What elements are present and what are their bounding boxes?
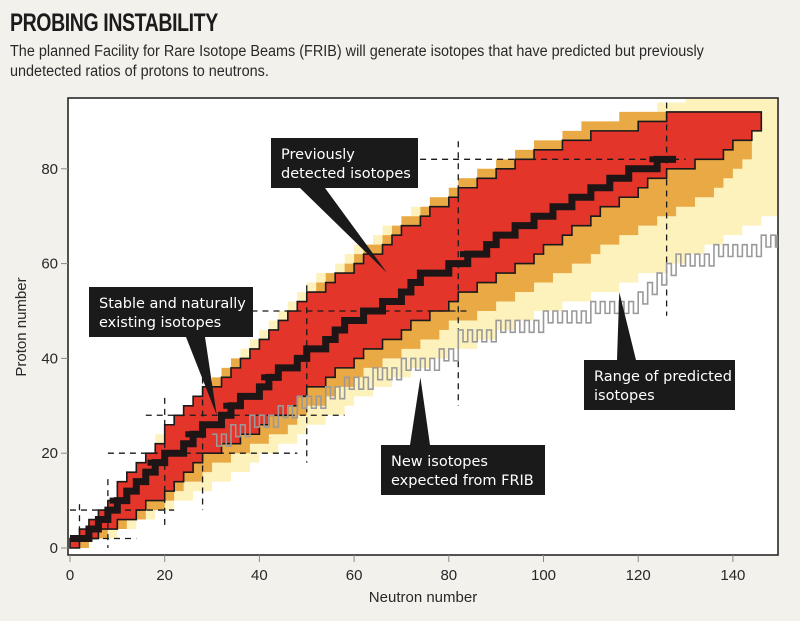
y-tick-label: 20 (41, 445, 58, 462)
stable-isotope-point (611, 175, 618, 182)
y-tick-label: 40 (41, 350, 58, 367)
callout-text: expected from FRIB (391, 473, 534, 489)
x-tick-label: 60 (346, 567, 363, 584)
stable-isotope-point (109, 497, 116, 504)
stable-isotope-point (602, 184, 609, 191)
stable-isotope-point (270, 374, 277, 381)
y-axis-label: Proton number (13, 277, 30, 376)
x-axis-label: Neutron number (369, 589, 477, 606)
callout-previously-detected: Previously detected isotopes (271, 138, 418, 274)
callout-pointer (617, 292, 636, 360)
chart-title: PROBING INSTABILITY (10, 9, 218, 37)
stable-isotope-point (422, 270, 429, 277)
callout-text: Stable and naturally (99, 296, 246, 312)
y-tick-label: 80 (41, 161, 58, 178)
x-tick-label: 100 (531, 567, 556, 584)
callout-frib-new: New isotopes expected from FRIB (381, 377, 545, 495)
stable-isotope-point (384, 298, 391, 305)
callout-text: New isotopes (391, 454, 488, 470)
stable-isotope-point (156, 459, 163, 466)
stable-isotope-point (194, 431, 201, 438)
stable-isotope-point (450, 260, 457, 267)
x-tick-label: 140 (720, 567, 745, 584)
x-tick-label: 120 (626, 567, 651, 584)
callout-text: detected isotopes (281, 166, 411, 182)
callout-text: isotopes (594, 388, 655, 404)
x-tick-label: 80 (440, 567, 457, 584)
stable-isotope-point (649, 156, 656, 163)
stable-isotope-point (308, 345, 315, 352)
stable-isotope-point (412, 279, 419, 286)
stable-isotope-point (299, 355, 306, 362)
stable-isotope-point (232, 402, 239, 409)
stable-isotope-point (147, 459, 154, 466)
callout-box (271, 138, 418, 188)
y-axis-ticks: 0 20 40 60 80 (41, 161, 68, 557)
x-tick-label: 0 (66, 567, 74, 584)
callout-predicted-range: Range of predicted isotopes (584, 292, 735, 410)
x-axis-ticks: 0 20 40 60 80 100 120 140 (66, 555, 745, 584)
callout-box (584, 360, 735, 410)
stable-isotope-point (261, 374, 268, 381)
callout-box (381, 445, 545, 495)
stable-isotope-point (336, 326, 343, 333)
y-tick-label: 60 (41, 256, 58, 273)
stable-isotope-point (564, 203, 571, 210)
stable-isotope-point (639, 165, 646, 172)
stable-isotope-point (346, 317, 353, 324)
stable-isotope-point (223, 402, 230, 409)
callout-text: existing isotopes (99, 315, 221, 331)
callout-text: Previously (281, 147, 355, 163)
stable-isotope-point (374, 308, 381, 314)
x-tick-label: 40 (251, 567, 268, 584)
stable-isotope-point (488, 241, 495, 248)
callout-text: Range of predicted (594, 369, 732, 385)
stable-isotope-point (497, 232, 504, 239)
data-lines (70, 155, 778, 543)
stable-isotope-point (185, 431, 192, 438)
stable-isotope-point (573, 194, 580, 201)
drip-line-boundary (212, 234, 778, 447)
callout-pointer (410, 377, 430, 445)
callout-box (89, 287, 253, 337)
callout-pointer (300, 188, 388, 274)
x-tick-label: 20 (156, 567, 173, 584)
callout-pointer (186, 337, 217, 416)
stable-isotope-point (526, 222, 533, 229)
y-tick-label: 0 (50, 540, 58, 557)
callout-stable: Stable and naturally existing isotopes (89, 287, 253, 416)
stable-isotope-point (460, 251, 467, 258)
chart-subtitle: The planned Facility for Rare Isotope Be… (10, 43, 704, 80)
stable-isotope-point (535, 213, 542, 220)
callouts: Previously detected isotopes Stable and na… (89, 138, 735, 495)
